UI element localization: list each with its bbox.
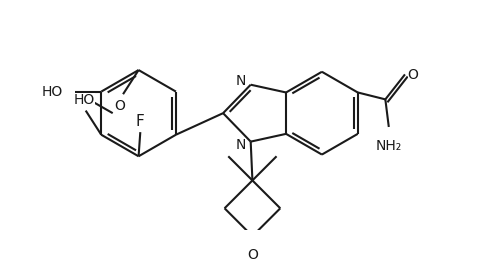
Text: O: O (114, 99, 125, 113)
Text: F: F (136, 114, 144, 129)
Text: O: O (246, 248, 257, 262)
Text: O: O (407, 68, 418, 82)
Text: N: N (235, 74, 245, 88)
Text: HO: HO (42, 85, 63, 99)
Text: NH₂: NH₂ (375, 139, 401, 153)
Text: N: N (235, 138, 245, 152)
Text: HO: HO (73, 93, 94, 107)
